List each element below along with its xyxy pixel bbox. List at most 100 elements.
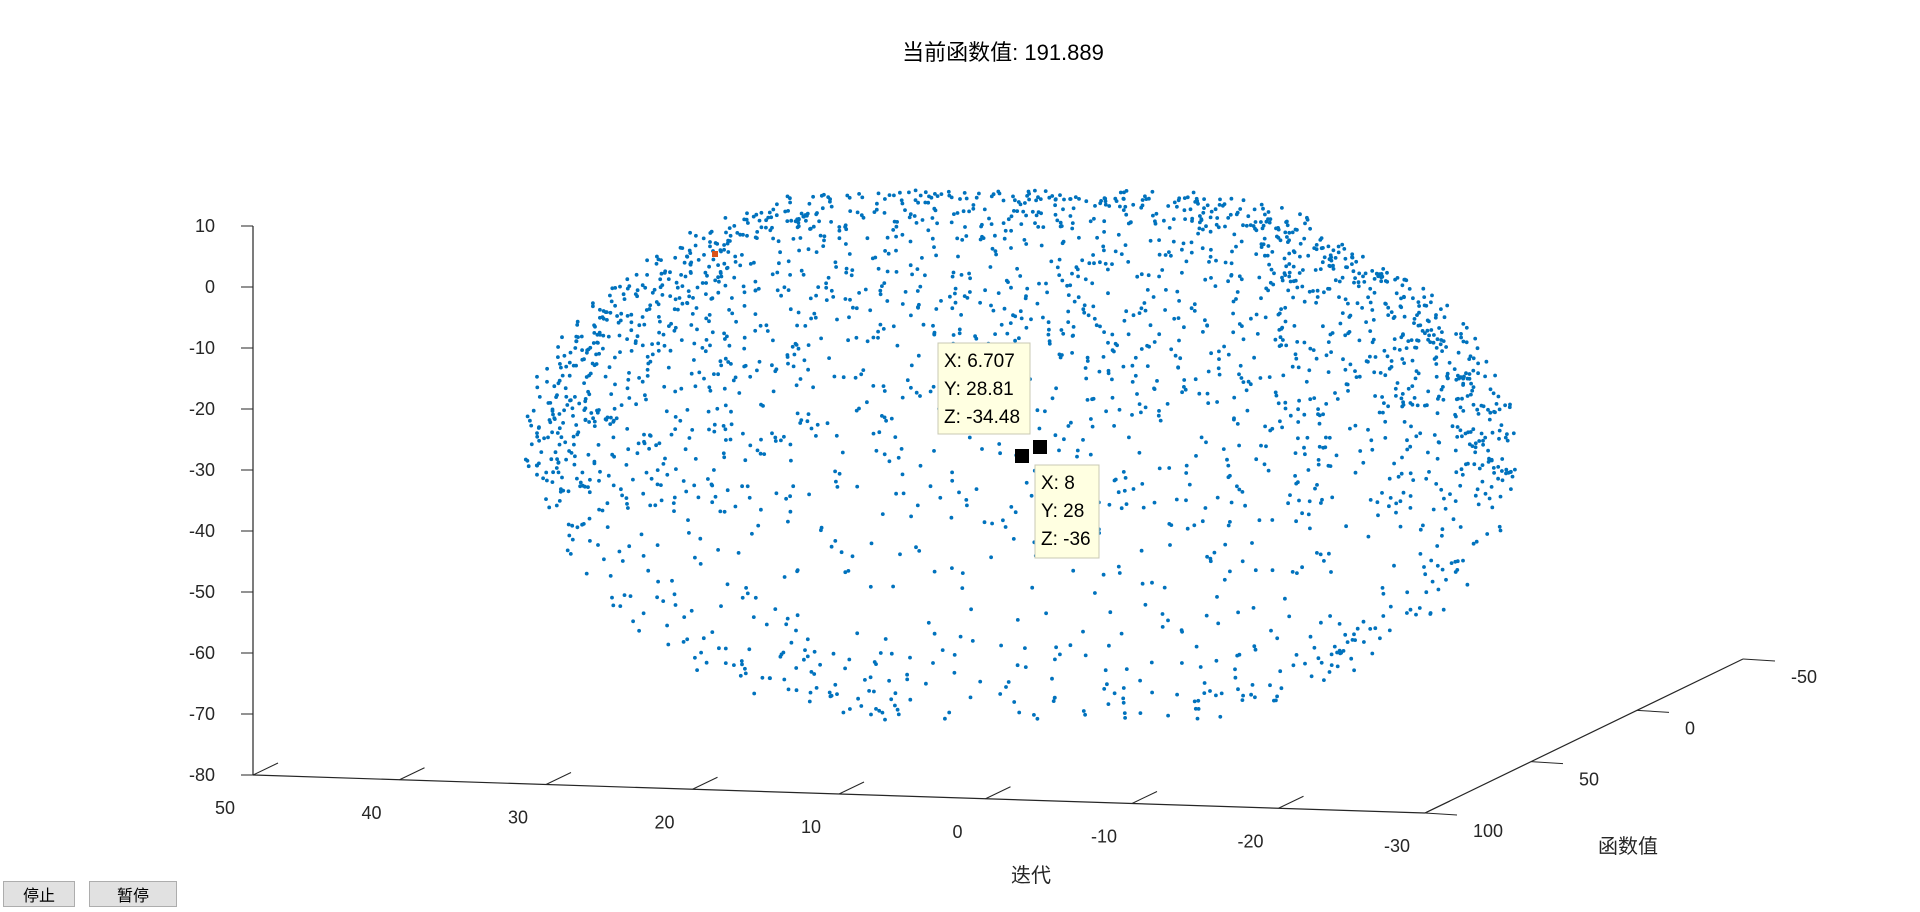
scatter-point bbox=[730, 311, 735, 316]
scatter-point bbox=[1269, 628, 1273, 633]
scatter-point bbox=[1055, 218, 1060, 223]
scatter-point bbox=[727, 226, 732, 231]
scatter-point bbox=[1200, 246, 1205, 251]
scatter-point bbox=[796, 220, 801, 225]
scatter-point bbox=[625, 337, 629, 341]
scatter-point bbox=[732, 224, 737, 228]
scatter-point bbox=[900, 395, 905, 400]
scatter-point bbox=[788, 307, 793, 312]
scatter-point bbox=[1203, 277, 1208, 282]
scatter-point bbox=[1200, 519, 1205, 524]
scatter-point bbox=[1025, 286, 1030, 291]
scatter-point bbox=[977, 191, 981, 196]
scatter-point bbox=[861, 368, 866, 372]
scatter-point bbox=[1175, 289, 1180, 294]
scatter-point bbox=[609, 392, 614, 396]
scatter-point bbox=[554, 466, 559, 470]
scatter-point bbox=[778, 250, 782, 255]
scatter-point bbox=[1336, 244, 1341, 249]
highlight-marker[interactable] bbox=[1033, 440, 1047, 454]
datatip[interactable]: X: 8Y: 28Z: -36 bbox=[1034, 464, 1100, 559]
scatter-point bbox=[1058, 193, 1062, 198]
scatter-point bbox=[847, 657, 852, 662]
scatter-point bbox=[562, 353, 567, 358]
scatter-point bbox=[607, 365, 612, 370]
scatter-point bbox=[806, 247, 811, 252]
scatter-point bbox=[1058, 355, 1063, 360]
scatter-point bbox=[1137, 402, 1142, 406]
scatter-point bbox=[1203, 506, 1208, 510]
scatter-point bbox=[1177, 196, 1182, 201]
scatter-point bbox=[1039, 243, 1044, 248]
scatter-point bbox=[1379, 279, 1384, 284]
scatter-point bbox=[587, 490, 592, 495]
scatter-point bbox=[811, 385, 815, 390]
scatter-point bbox=[641, 611, 646, 616]
scatter-point bbox=[1157, 252, 1162, 257]
scatter-point bbox=[940, 648, 945, 652]
scatter-point bbox=[974, 195, 979, 200]
scatter-point bbox=[569, 451, 574, 455]
scatter-point bbox=[1327, 551, 1331, 556]
scatter-point bbox=[673, 389, 678, 394]
scatter-point bbox=[560, 335, 564, 340]
scatter-point bbox=[644, 470, 649, 475]
scatter-point bbox=[898, 552, 902, 557]
stop-button[interactable]: 停止 bbox=[3, 881, 75, 907]
scatter-point bbox=[839, 550, 844, 555]
scatter-point bbox=[680, 301, 685, 306]
scatter-point bbox=[1253, 220, 1258, 224]
scatter-point bbox=[577, 401, 582, 406]
scatter-point bbox=[1176, 365, 1181, 370]
scatter-point bbox=[629, 349, 634, 353]
scatter-point bbox=[1355, 626, 1360, 631]
scatter-point bbox=[1121, 470, 1126, 474]
scatter-point bbox=[953, 291, 957, 296]
scatter-point bbox=[1409, 338, 1414, 342]
scatter-point bbox=[1002, 236, 1007, 241]
scatter-point bbox=[1164, 288, 1168, 292]
scatter-point bbox=[573, 346, 578, 350]
scatter-point bbox=[874, 448, 879, 453]
scatter-point bbox=[556, 460, 561, 465]
scatter-point bbox=[706, 409, 711, 414]
scatter-points bbox=[523, 188, 1517, 722]
scatter-point bbox=[1471, 541, 1476, 546]
scatter-point bbox=[1116, 232, 1121, 237]
scatter-point bbox=[1353, 369, 1357, 373]
scatter-point bbox=[822, 234, 827, 239]
scatter-point bbox=[1073, 195, 1078, 200]
scatter-point bbox=[542, 436, 546, 441]
highlight-marker[interactable] bbox=[1015, 449, 1029, 463]
scatter-point bbox=[1015, 663, 1020, 668]
scatter-point bbox=[603, 374, 608, 379]
highlight-markers[interactable] bbox=[712, 251, 1047, 463]
scatter-point bbox=[1057, 273, 1062, 277]
scatter-point bbox=[819, 336, 823, 341]
scatter-point bbox=[592, 461, 597, 466]
scatter-point bbox=[1103, 202, 1108, 207]
scatter-point bbox=[1148, 323, 1153, 328]
scatter-point bbox=[801, 272, 806, 277]
scatter-point bbox=[674, 280, 679, 285]
scatter-point bbox=[594, 362, 599, 366]
scatter-point bbox=[1013, 198, 1017, 203]
scatter-point bbox=[1453, 448, 1458, 453]
scatter-point bbox=[1459, 332, 1463, 336]
scatter-point bbox=[716, 548, 720, 552]
scatter-point bbox=[681, 640, 686, 644]
scatter-point bbox=[964, 498, 969, 502]
scatter-point bbox=[1221, 203, 1225, 208]
scatter-point bbox=[796, 224, 801, 229]
pause-button[interactable]: 暂停 bbox=[89, 881, 177, 907]
scatter-point bbox=[907, 215, 912, 220]
scatter-point bbox=[1237, 443, 1241, 448]
scatter-point bbox=[989, 194, 994, 199]
scatter-point bbox=[1464, 371, 1468, 376]
scatter-point bbox=[847, 315, 851, 320]
scatter-point bbox=[693, 243, 698, 248]
scatter-point bbox=[759, 402, 763, 407]
scatter-point bbox=[602, 557, 606, 562]
